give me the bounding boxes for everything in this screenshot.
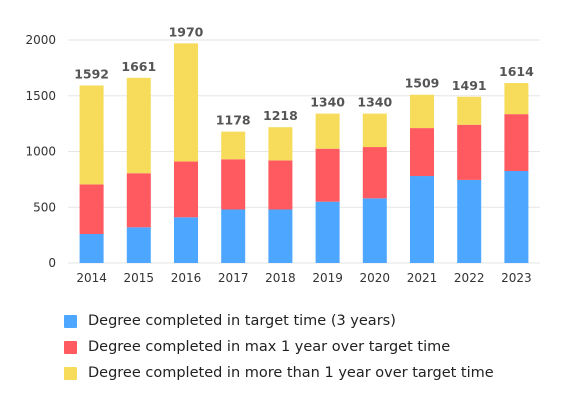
x-tick-label: 2016	[171, 271, 202, 285]
bar-segment	[315, 148, 340, 202]
bar-segment	[410, 176, 434, 263]
bar-segment	[504, 83, 529, 115]
bar-total-label: 1509	[405, 76, 440, 91]
bar-segment	[362, 113, 387, 148]
bars	[79, 43, 529, 263]
x-tick-label: 2019	[312, 271, 343, 285]
legend-label: Degree completed in target time (3 years…	[88, 313, 396, 329]
legend-swatch	[64, 314, 77, 328]
bar-segment	[79, 85, 104, 185]
bar-segment	[268, 209, 293, 263]
bar-segment	[504, 171, 529, 263]
bar-total-label: 1491	[452, 78, 487, 93]
bar-segment	[174, 43, 198, 162]
bar-segment	[268, 160, 293, 210]
bar-total-label: 1340	[357, 95, 392, 110]
legend: Degree completed in target time (3 years…	[64, 308, 494, 386]
legend-swatch	[64, 340, 77, 354]
bar-segment	[362, 198, 387, 263]
bar-segment	[174, 217, 198, 263]
bar-segment	[126, 173, 151, 228]
x-tick-label: 2018	[265, 271, 296, 285]
bar-total-label: 1970	[169, 24, 204, 39]
x-tick-label: 2015	[124, 271, 155, 285]
legend-item: Degree completed in max 1 year over targ…	[64, 334, 494, 360]
legend-label: Degree completed in max 1 year over targ…	[88, 339, 451, 355]
y-axis-ticks: 0 500 1000 1500 2000	[25, 33, 56, 270]
x-tick-label: 2021	[407, 271, 438, 285]
bar-total-label: 1218	[263, 108, 298, 123]
bar-segment	[174, 161, 198, 218]
x-tick-label: 2017	[218, 271, 249, 285]
bar-segment	[315, 113, 340, 149]
bar-segment	[457, 179, 482, 263]
y-tick-label: 1500	[25, 89, 56, 103]
bar-segment	[221, 209, 246, 263]
legend-item: Degree completed in more than 1 year ove…	[64, 360, 494, 386]
bar-segment	[315, 201, 340, 263]
bar-total-label: 1661	[121, 59, 156, 74]
x-tick-label: 2022	[454, 271, 485, 285]
bar-segment	[457, 96, 482, 125]
bar-segment	[79, 184, 104, 235]
x-tick-label: 2014	[76, 271, 107, 285]
legend-item: Degree completed in target time (3 years…	[64, 308, 494, 334]
bar-segment	[362, 147, 387, 199]
y-tick-label: 500	[33, 200, 56, 214]
x-tick-label: 2023	[501, 271, 532, 285]
bar-segment	[410, 128, 434, 177]
bar-total-label: 1340	[310, 95, 345, 110]
y-tick-label: 2000	[25, 33, 56, 47]
bar-total-label: 1178	[216, 113, 251, 128]
x-tick-label: 2020	[360, 271, 391, 285]
bar-segment	[410, 94, 434, 129]
y-tick-label: 0	[48, 256, 56, 270]
bar-segment	[126, 227, 151, 263]
x-axis-ticks: 2014 2015 2016 2017 2018 2019 2020 2021 2022 2023	[76, 271, 531, 285]
bar-segment	[79, 234, 104, 263]
y-tick-label: 1000	[25, 145, 56, 159]
bar-total-label: 1614	[499, 64, 534, 79]
bar-total-label: 1592	[74, 66, 109, 81]
legend-swatch	[64, 366, 77, 380]
bar-segment	[221, 131, 246, 160]
bar-segment	[126, 77, 151, 174]
bar-segment	[268, 127, 293, 161]
bar-segment	[457, 124, 482, 180]
legend-label: Degree completed in more than 1 year ove…	[88, 365, 494, 381]
bar-segment	[504, 114, 529, 172]
bar-segment	[221, 159, 246, 210]
bar-totals: 1592 1661 1970 1178 1218 1340 1340 1509 1491 1614	[74, 24, 534, 127]
